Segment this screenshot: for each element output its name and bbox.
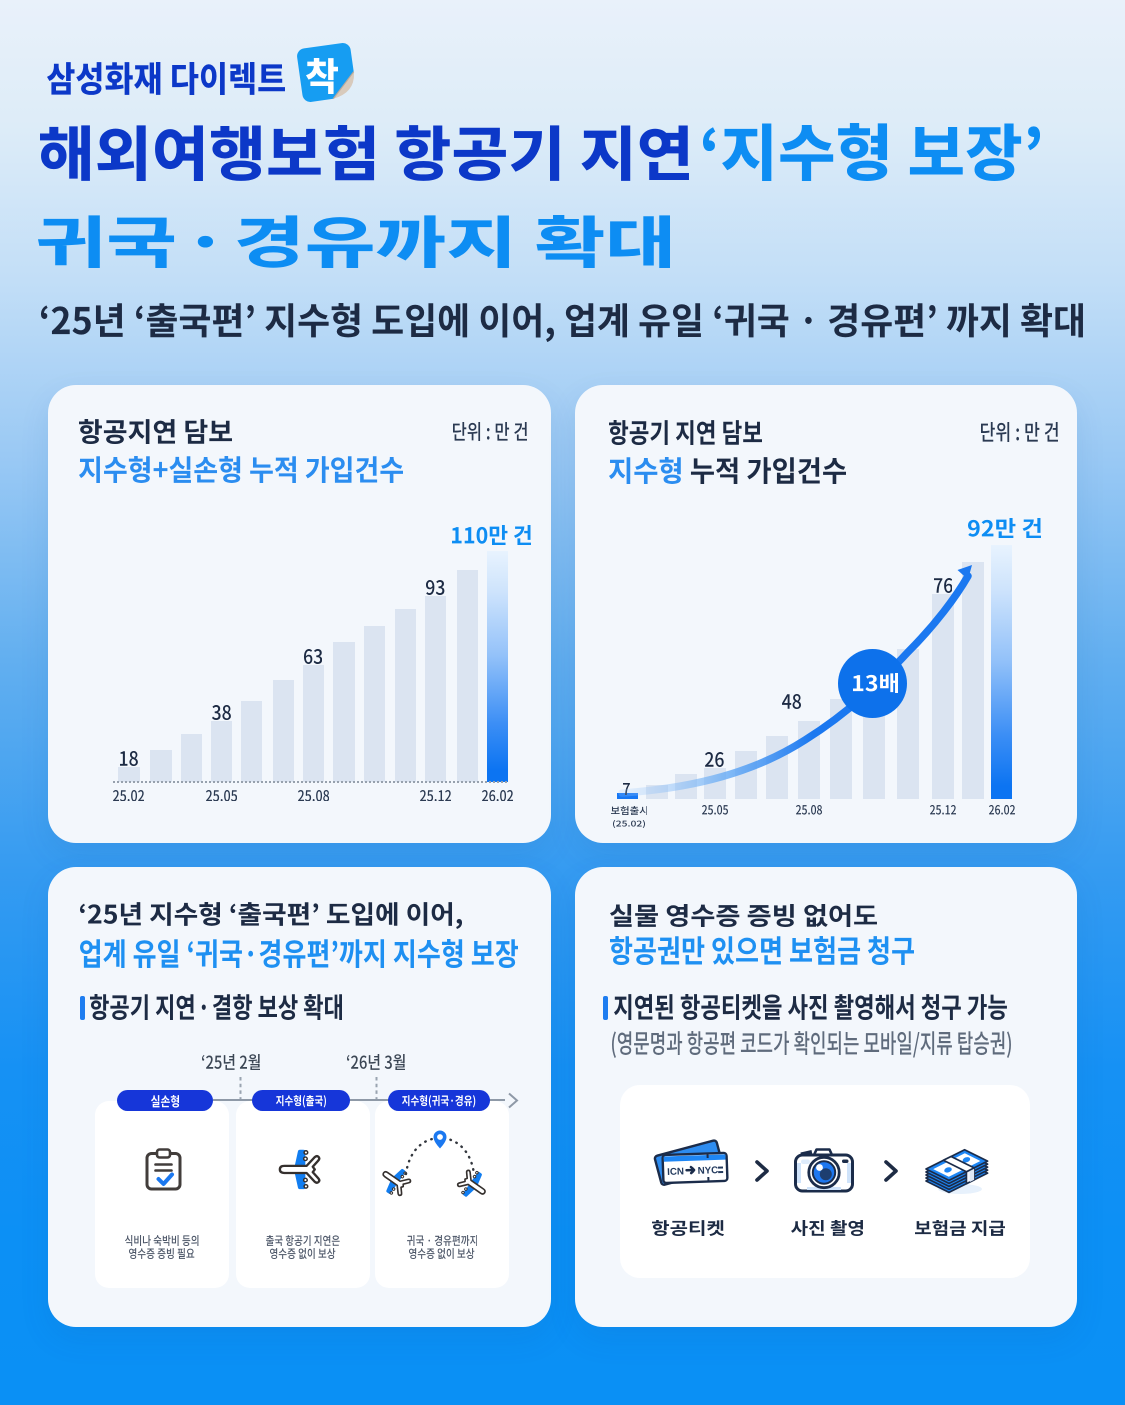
svg-text:ICN: ICN [667,1166,684,1178]
svg-text:NYC: NYC [697,1165,718,1177]
